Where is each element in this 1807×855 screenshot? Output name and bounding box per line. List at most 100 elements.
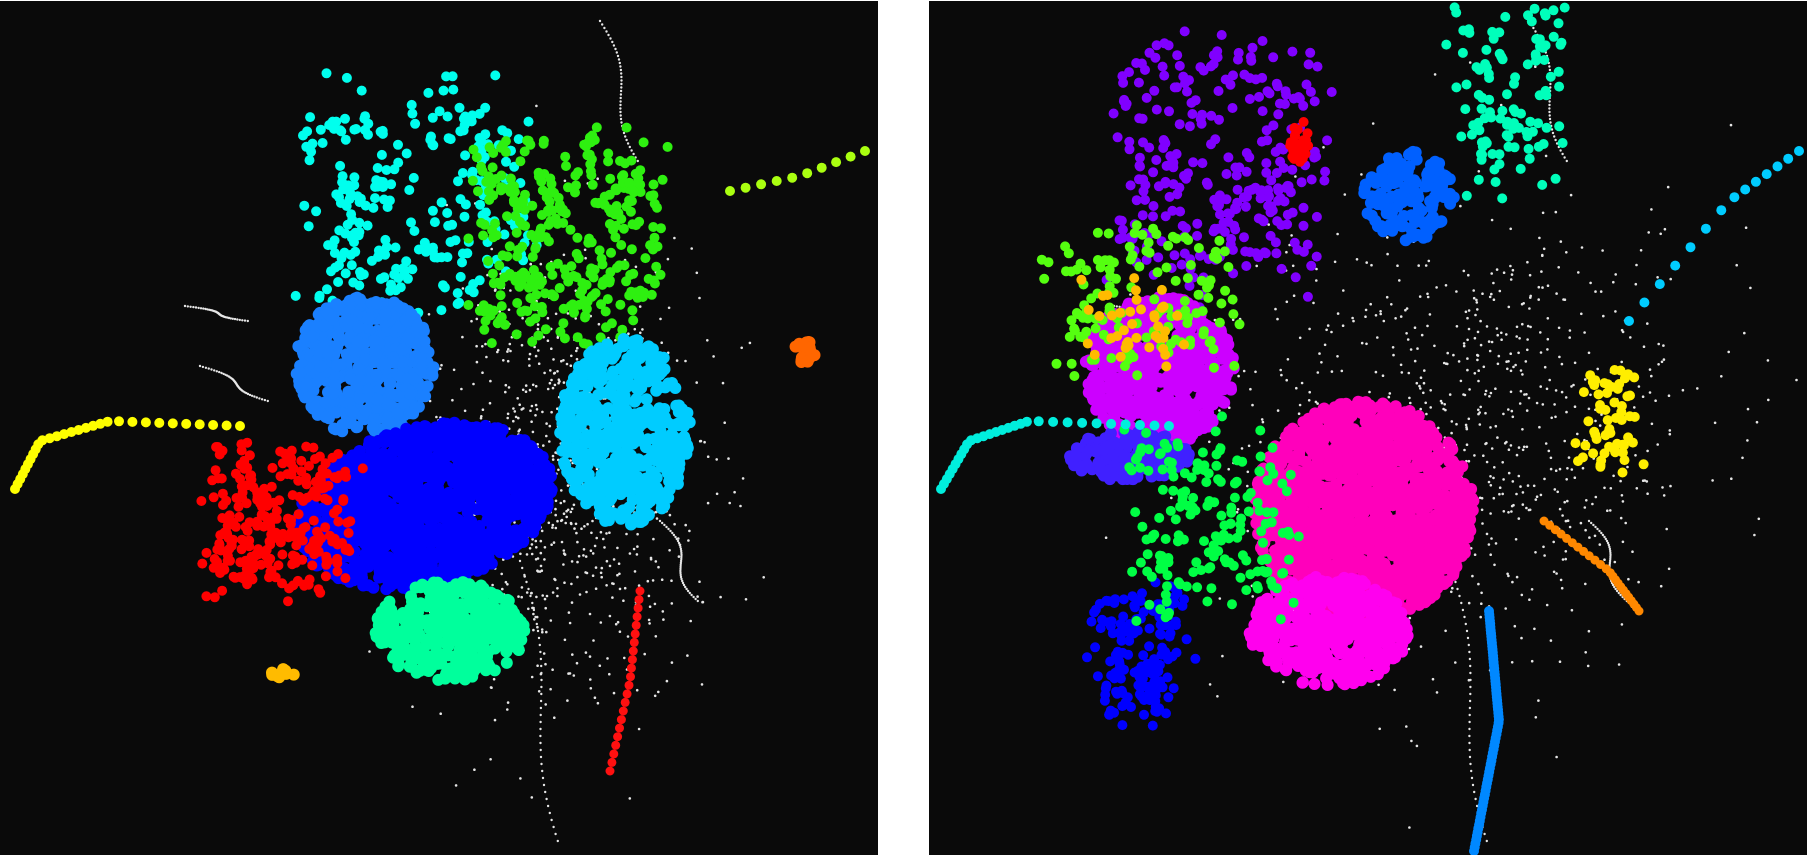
cluster-point [651,414,664,427]
noise-point [576,346,579,350]
noise-point [582,554,585,557]
cluster-point [480,316,491,326]
noise-point [481,408,485,412]
noise-point [463,409,467,413]
noise-point [550,378,553,382]
cluster-point [361,543,374,556]
noise-point [542,652,546,655]
noise-point [605,559,609,563]
cluster-point [552,258,563,269]
cluster-point [434,106,445,117]
cluster-point [511,227,522,238]
noise-point [198,364,202,368]
noise-point [575,349,578,353]
cluster-point [456,458,469,471]
cluster-point [624,177,635,188]
noise-point [690,247,693,250]
cluster-point [643,488,656,501]
cluster-point [214,538,225,549]
noise-point [566,484,570,487]
noise-point [490,247,494,251]
cluster-point [456,636,469,649]
cluster-point [445,134,456,145]
cluster-point [341,201,352,211]
cluster-point [458,419,471,432]
cluster-point [628,315,639,326]
cluster-point [467,166,478,177]
noise-point [566,699,569,702]
noise-point [680,549,683,553]
noise-point [531,601,534,605]
cluster-1 [290,291,440,438]
cluster-point [624,195,635,206]
cluster-point [517,467,530,480]
cluster-point [154,417,165,428]
noise-point [681,581,685,585]
cluster-point [460,150,471,161]
noise-point [603,26,606,30]
noise-point [545,594,549,598]
noise-point [728,501,731,505]
cluster-point [291,527,302,538]
noise-point [684,585,687,589]
cluster-point [625,206,636,217]
noise-point [485,355,488,359]
cluster-point [453,176,463,187]
cluster-point [366,421,379,434]
noise-point [665,679,669,683]
noise-point [521,566,524,570]
cluster-point [335,160,346,171]
cluster-point [546,185,557,196]
noise-point [542,783,546,787]
noise-point [680,557,683,561]
noise-point [619,89,623,93]
noise-point [589,678,592,681]
cluster-point [456,434,469,447]
noise-point [475,360,479,364]
cluster-point [523,116,534,127]
cluster-point [316,483,327,494]
noise-point [658,519,662,523]
noise-point [233,317,237,321]
cluster-point [406,217,416,228]
noise-point [527,357,531,361]
cluster-point [478,306,489,317]
cluster-point [497,250,508,261]
noise-point [544,703,547,706]
cluster-point [535,223,546,234]
cluster-point [461,646,473,659]
cluster-point [307,560,318,571]
cluster-point [496,301,507,312]
cluster-point [256,509,267,520]
cluster-point [375,126,386,137]
cluster-point [419,237,430,248]
noise-point [536,664,539,667]
cluster-point [127,416,138,427]
cluster-point [415,366,428,379]
cluster-point [380,234,391,245]
cluster-point [595,408,608,420]
noise-point [540,628,544,631]
cluster-point [435,565,447,578]
cluster-point [300,378,313,391]
noise-point [517,416,520,420]
noise-point [260,398,264,401]
cluster-point [372,163,383,173]
noise-point [258,397,261,400]
noise-point [594,587,598,590]
noise-point [680,555,683,559]
noise-point [207,367,210,370]
noise-point [603,546,606,549]
noise-point [236,318,239,321]
noise-point [506,412,510,416]
noise-point [562,253,566,257]
noise-point [635,688,639,692]
cluster-point [354,293,367,306]
noise-point [513,410,517,413]
noise-point [1509,264,1512,268]
cluster-point [508,608,520,621]
cluster-point [505,173,516,184]
cluster-point [560,151,571,162]
noise-point [625,532,628,536]
noise-point [536,327,540,331]
